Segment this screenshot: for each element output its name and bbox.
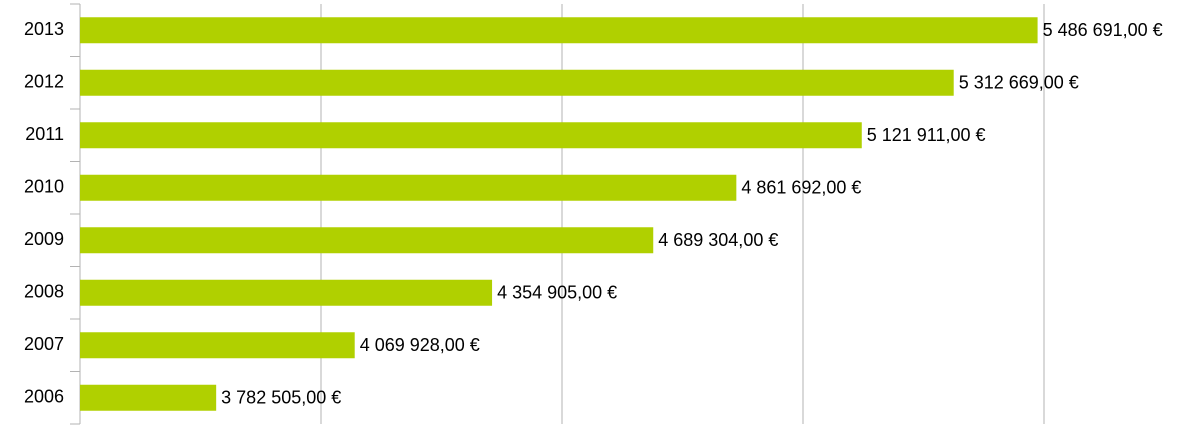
value-label: 4 689 304,00 € [658, 230, 778, 250]
bar [80, 384, 217, 411]
bar [80, 332, 355, 359]
y-tick-label: 2012 [24, 72, 64, 92]
bar [80, 17, 1038, 44]
bar [80, 69, 954, 96]
value-label: 5 486 691,00 € [1043, 20, 1163, 40]
bar [80, 122, 862, 149]
y-tick-label: 2009 [24, 229, 64, 249]
y-tick-label: 2008 [24, 282, 64, 302]
value-label: 3 782 505,00 € [221, 388, 341, 408]
y-tick-label: 2007 [24, 334, 64, 354]
value-label: 4 354 905,00 € [497, 283, 617, 303]
bar [80, 227, 654, 254]
y-tick-label: 2011 [25, 124, 64, 144]
value-label: 5 121 911,00 € [867, 125, 986, 145]
y-tick-label: 2006 [24, 387, 64, 407]
bar [80, 279, 493, 306]
value-label: 4 069 928,00 € [360, 335, 480, 355]
y-tick-label: 2010 [24, 177, 64, 197]
y-tick-label: 2013 [24, 19, 64, 39]
value-label: 5 312 669,00 € [959, 73, 1079, 93]
value-label: 4 861 692,00 € [741, 178, 861, 198]
bar [80, 174, 737, 201]
